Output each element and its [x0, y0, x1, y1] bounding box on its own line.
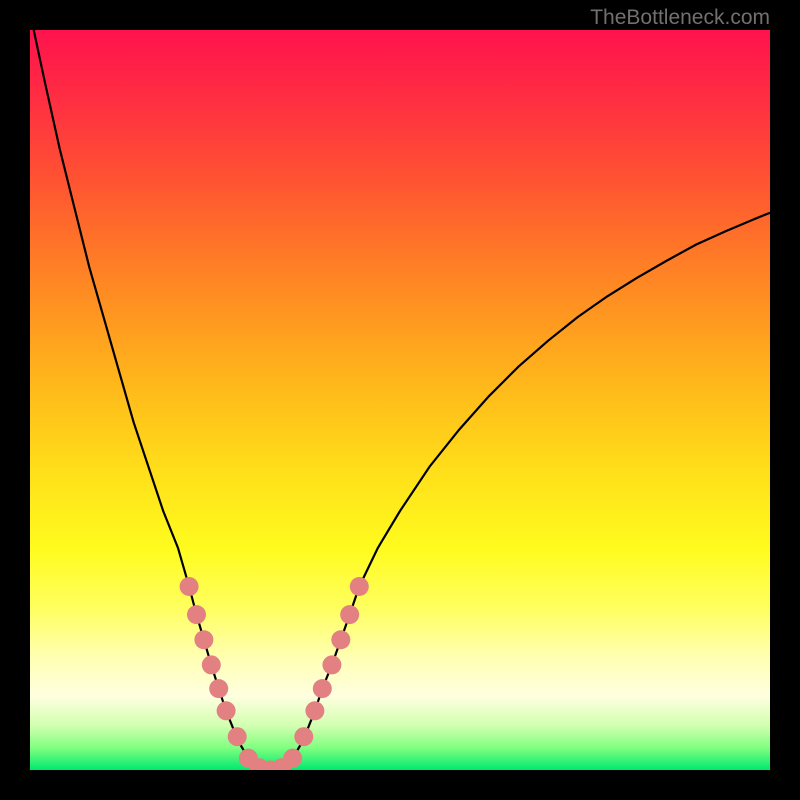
watermark-text: TheBottleneck.com: [590, 6, 770, 30]
plot-area: [30, 30, 770, 770]
chart-container: TheBottleneck.com: [0, 0, 800, 800]
gradient-background: [30, 30, 770, 770]
